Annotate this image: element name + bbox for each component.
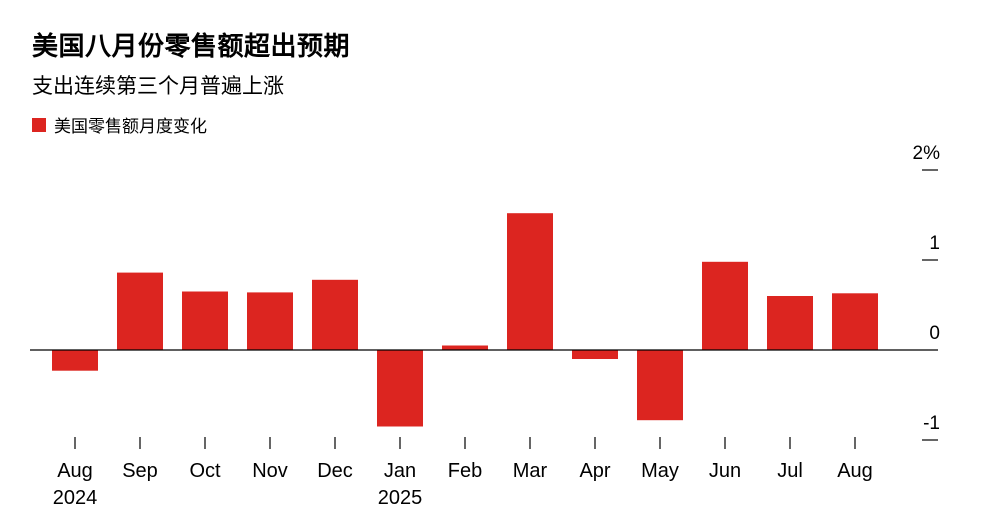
bar: [312, 279, 358, 350]
x-year-label: 2024: [53, 487, 98, 509]
x-tick-label: Mar: [513, 460, 548, 482]
bar: [182, 291, 228, 350]
x-tick-label: Jul: [777, 460, 803, 482]
bar: [117, 272, 163, 350]
chart-subtitle: 支出连续第三个月普遍上涨: [32, 74, 284, 98]
x-year-label: 2025: [378, 487, 423, 509]
bar: [832, 293, 878, 350]
bar: [702, 261, 748, 350]
x-tick-label: Oct: [189, 460, 221, 482]
y-tick-label: 1: [929, 233, 940, 254]
bar: [507, 213, 553, 350]
bar: [52, 350, 98, 371]
x-tick-label: Apr: [579, 460, 610, 482]
x-tick-label: Aug: [57, 460, 93, 482]
x-tick-label: Jan: [384, 460, 416, 482]
x-tick-label: Dec: [317, 460, 353, 482]
bar: [377, 350, 423, 427]
x-tick-label: Feb: [448, 460, 482, 482]
x-tick-label: Sep: [122, 460, 158, 482]
y-tick-label: 0: [929, 323, 940, 344]
bar: [247, 292, 293, 350]
chart-title: 美国八月份零售额超出预期: [32, 32, 351, 62]
y-tick-label: 2%: [913, 143, 941, 164]
x-tick-label: Jun: [709, 460, 741, 482]
legend-label: 美国零售额月度变化: [54, 117, 207, 137]
bar: [767, 296, 813, 350]
legend: 美国零售额月度变化: [32, 112, 207, 137]
x-tick-label: Aug: [837, 460, 873, 482]
legend-swatch: [32, 117, 46, 132]
x-tick-label: May: [641, 460, 679, 482]
bar: [442, 345, 488, 350]
bar: [637, 350, 683, 421]
y-tick-label: -1: [923, 413, 940, 434]
bar: [572, 350, 618, 359]
x-tick-label: Nov: [252, 460, 288, 482]
